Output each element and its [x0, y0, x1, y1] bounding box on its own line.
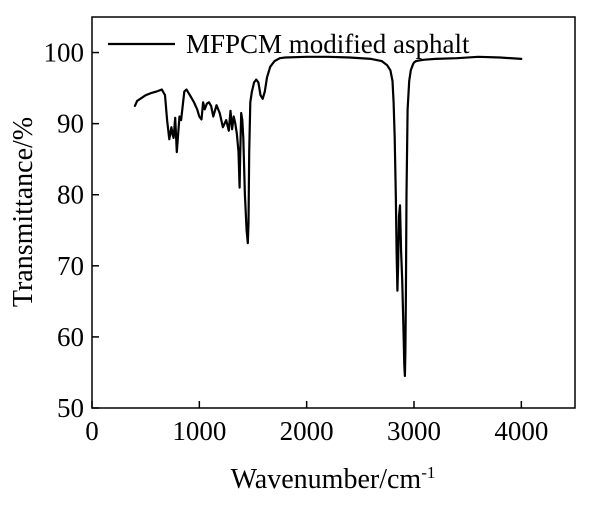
x-tick-label: 1000 [172, 416, 226, 446]
series-line-mfpcm-modified-asphalt [133, 55, 523, 378]
x-tick-label: 0 [85, 416, 99, 446]
y-tick-label: 70 [57, 251, 84, 281]
axis-tick-labels: 0 1000 2000 3000 4000 50 60 70 80 90 100 [44, 38, 549, 446]
axis-ticks [91, 51, 523, 409]
x-axis-title: Wavenumber/cm-1 [231, 463, 436, 495]
y-axis-title: Transmittance/% [8, 117, 39, 307]
x-axis-title-superscript: -1 [421, 463, 435, 482]
legend: MFPCM modified asphalt [108, 29, 470, 59]
plot-frame [91, 16, 576, 409]
y-tick-label: 60 [57, 322, 84, 352]
y-tick-label: 80 [57, 180, 84, 210]
x-axis-title-text: Wavenumber/cm [231, 464, 422, 495]
x-tick-label: 2000 [280, 416, 334, 446]
x-tick-label: 4000 [494, 416, 548, 446]
x-tick-label: 3000 [387, 416, 441, 446]
y-tick-label: 90 [57, 109, 84, 139]
legend-label: MFPCM modified asphalt [186, 29, 470, 59]
y-tick-label: 100 [44, 38, 85, 68]
y-tick-label: 50 [57, 393, 84, 423]
